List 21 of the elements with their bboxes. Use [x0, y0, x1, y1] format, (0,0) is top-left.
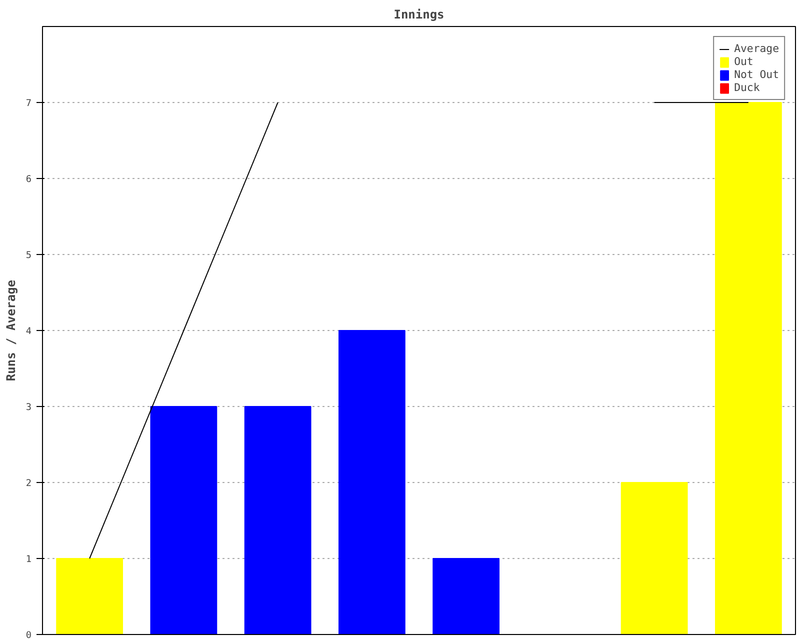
y-tick-label: 7 [26, 98, 32, 109]
bar [338, 330, 406, 634]
chart-title: Innings [394, 8, 444, 22]
legend-label: Duck [734, 81, 760, 94]
legend-label: Out [734, 55, 754, 68]
y-tick-label: 6 [26, 174, 32, 185]
bar [432, 558, 500, 634]
y-tick-label: 2 [26, 478, 32, 489]
bar [56, 558, 124, 634]
y-tick-label: 3 [26, 402, 32, 413]
bar [244, 406, 312, 634]
y-tick-label: 4 [26, 326, 32, 337]
y-tick-label: 1 [26, 554, 32, 565]
legend-label: Not Out [734, 68, 779, 81]
y-tick-label: 0 [26, 630, 32, 640]
legend-label: Average [734, 42, 779, 55]
bar [150, 406, 218, 634]
bar [714, 102, 782, 634]
y-axis-title: Runs / Average [4, 280, 18, 382]
bar [620, 482, 688, 634]
y-tick-label: 5 [26, 250, 32, 261]
